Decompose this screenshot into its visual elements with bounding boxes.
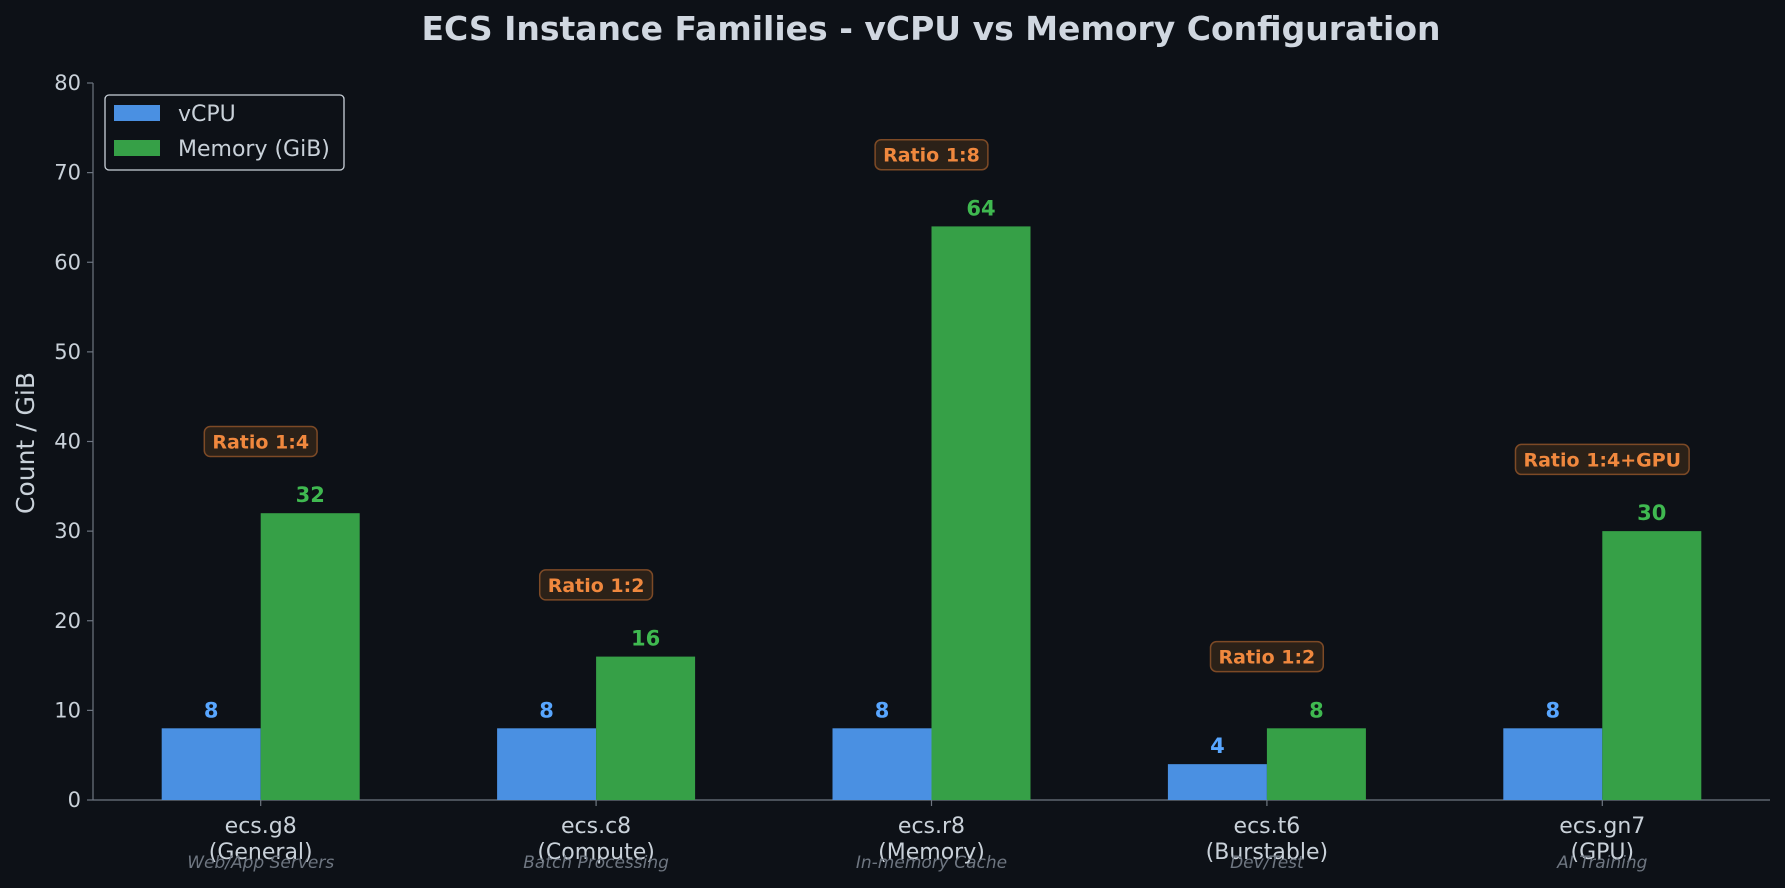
value-label-memory: 8 <box>1309 698 1324 722</box>
axes: 0 10 20 30 40 50 60 70 80 ecs.g8(General)Web/App … <box>54 71 1770 873</box>
value-label-vcpu: 8 <box>539 698 554 722</box>
x-tick-family-label: (Memory) <box>878 840 985 865</box>
x-tick-label: ecs.c8 <box>561 814 631 839</box>
ratio-box <box>538 569 654 601</box>
bar-vcpu <box>161 728 261 800</box>
legend-label: Memory (GiB) <box>178 137 330 162</box>
ratio-box <box>1209 640 1325 673</box>
ratio-box <box>874 138 989 171</box>
use-case-label: In-memory Cache <box>856 853 1007 873</box>
x-tick-family-label: (General) <box>209 840 313 865</box>
value-label-vcpu: 8 <box>204 698 219 722</box>
y-tick-label: 60 <box>54 250 81 274</box>
legend: vCPU Memory (GiB) <box>104 94 345 171</box>
y-tick-label: 40 <box>54 430 81 454</box>
ratio-annotation: Ratio 1:8 <box>874 138 989 171</box>
x-tick-label: ecs.g8 <box>225 814 297 839</box>
value-label-memory: 64 <box>966 196 995 220</box>
y-tick-label: 50 <box>54 340 81 364</box>
ratio-label: Ratio 1:2 <box>1219 647 1316 669</box>
bars-group: 8 32 8 16 8 64 4 8 8 30 <box>161 196 1702 800</box>
bar-memory <box>596 656 696 800</box>
bar-memory <box>1266 728 1366 800</box>
y-tick-label: 70 <box>54 161 81 185</box>
x-tick-label: ecs.gn7 <box>1559 814 1645 839</box>
use-case-label: Batch Processing <box>523 853 669 873</box>
legend-label: vCPU <box>178 102 236 127</box>
bar-memory <box>931 226 1031 800</box>
y-tick-label: 30 <box>54 519 81 543</box>
value-label-memory: 32 <box>296 483 325 507</box>
legend-swatch <box>114 140 160 156</box>
ratio-annotation: Ratio 1:2 <box>538 569 654 601</box>
y-axis-label: Count / GiB <box>11 372 40 514</box>
y-tick-label: 10 <box>54 698 81 722</box>
value-label-vcpu: 8 <box>875 698 890 722</box>
use-case-label: Web/App Servers <box>187 853 334 873</box>
ratio-label: Ratio 1:2 <box>548 575 645 597</box>
value-label-memory: 16 <box>631 627 660 651</box>
use-case-label: AI Training <box>1556 853 1648 873</box>
value-label-memory: 30 <box>1637 501 1666 525</box>
x-tick-label: ecs.r8 <box>898 814 965 839</box>
y-tick-label: 0 <box>68 788 81 812</box>
legend-frame <box>104 94 345 171</box>
ratio-box <box>203 425 318 458</box>
bar-vcpu <box>1503 728 1603 800</box>
use-case-label: Dev/Test <box>1230 853 1305 873</box>
legend-swatch <box>114 105 160 121</box>
ratio-annotation: Ratio 1:4+GPU <box>1514 443 1690 476</box>
y-tick-label: 20 <box>54 609 81 633</box>
value-label-vcpu: 8 <box>1545 698 1560 722</box>
ratio-label: Ratio 1:8 <box>883 145 980 167</box>
bar-vcpu <box>497 728 597 800</box>
x-tick-label: ecs.t6 <box>1234 814 1301 839</box>
bar-vcpu <box>832 728 932 800</box>
y-tick-label: 80 <box>54 71 81 95</box>
ratio-label: Ratio 1:4+GPU <box>1523 449 1681 471</box>
ratio-label: Ratio 1:4 <box>212 432 309 454</box>
ratio-annotation: Ratio 1:4 <box>203 425 318 458</box>
x-tick-family-label: (GPU) <box>1571 840 1635 865</box>
bar-memory <box>260 513 360 800</box>
x-tick-family-label: (Compute) <box>537 840 655 865</box>
bar-vcpu <box>1167 764 1267 800</box>
bar-memory <box>1602 531 1702 800</box>
ratio-box <box>1514 443 1690 476</box>
chart-title: ECS Instance Families - vCPU vs Memory C… <box>421 9 1440 48</box>
value-label-vcpu: 4 <box>1210 734 1225 758</box>
ratio-annotation: Ratio 1:2 <box>1209 640 1325 673</box>
x-tick-family-label: (Burstable) <box>1206 840 1328 865</box>
ratio-annotations: Ratio 1:4 Ratio 1:2 Ratio 1:8 Ratio 1:2 Rati… <box>203 138 1690 673</box>
